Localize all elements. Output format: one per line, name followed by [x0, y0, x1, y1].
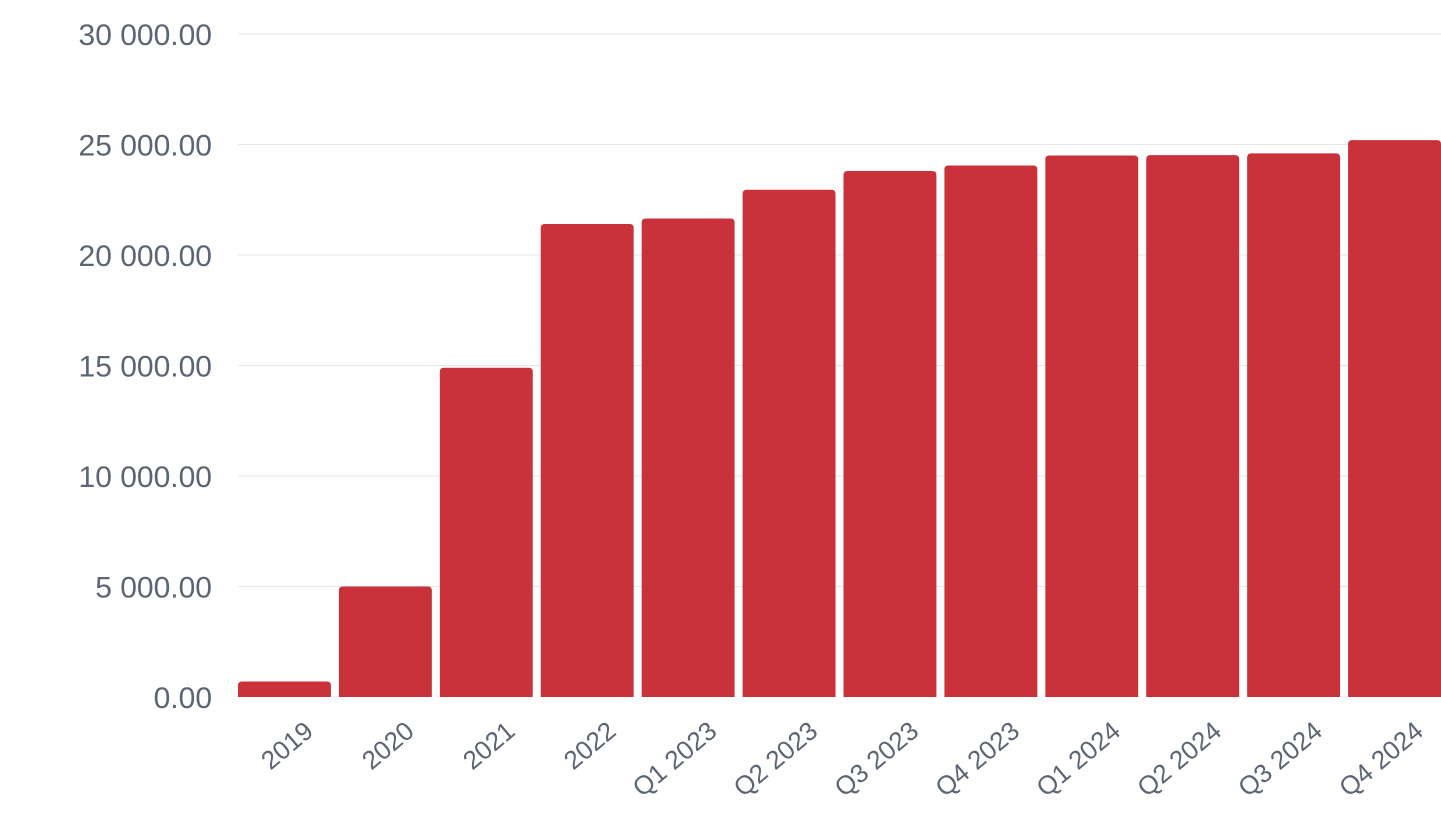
- bar-q2-2024[interactable]: [1146, 155, 1240, 697]
- bar-q2-2023[interactable]: [742, 189, 836, 697]
- x-tick-label: Q3 2023: [828, 715, 924, 802]
- bar-q1-2023[interactable]: [641, 218, 735, 697]
- gridlines: [238, 33, 1441, 587]
- x-tick-label: 2019: [255, 715, 319, 775]
- x-tick-label: 2020: [356, 715, 420, 775]
- bar-2022[interactable]: [540, 224, 634, 697]
- y-tick-label: 5 000.00: [95, 572, 212, 605]
- y-tick-label: 25 000.00: [79, 130, 212, 163]
- bar-q3-2023[interactable]: [843, 171, 937, 697]
- y-tick-label: 20 000.00: [79, 240, 212, 273]
- x-tick-label: 2022: [558, 715, 622, 775]
- x-tick-label: 2021: [457, 715, 521, 775]
- y-tick-label: 30 000.00: [79, 19, 212, 52]
- bar-q3-2024[interactable]: [1247, 153, 1341, 698]
- bar-q4-2024[interactable]: [1348, 140, 1441, 697]
- x-tick-label: Q1 2024: [1030, 715, 1126, 802]
- y-tick-label: 0.00: [154, 682, 212, 715]
- x-tick-label: Q1 2023: [627, 715, 723, 802]
- x-tick-label: Q4 2023: [929, 715, 1025, 802]
- bar-2020[interactable]: [338, 586, 432, 698]
- x-axis-ticks: 2019 2020 2021 2022 Q1 2023 Q2 2023 Q3 2023 Q4 …: [255, 715, 1429, 802]
- bars: [238, 140, 1441, 698]
- x-tick-label: Q4 2024: [1333, 715, 1429, 802]
- y-axis-ticks: 0.00 5 000.00 10 000.00 15 000.00 20 000.00 2…: [79, 19, 212, 715]
- y-tick-label: 15 000.00: [79, 351, 212, 384]
- bar-2021[interactable]: [439, 367, 533, 697]
- x-tick-label: Q3 2024: [1232, 715, 1328, 802]
- x-tick-label: Q2 2024: [1131, 715, 1227, 802]
- x-tick-label: Q2 2023: [728, 715, 824, 802]
- y-tick-label: 10 000.00: [79, 461, 212, 494]
- bar-2019[interactable]: [238, 681, 331, 697]
- bar-q4-2023[interactable]: [944, 165, 1038, 697]
- bar-q1-2024[interactable]: [1045, 155, 1139, 698]
